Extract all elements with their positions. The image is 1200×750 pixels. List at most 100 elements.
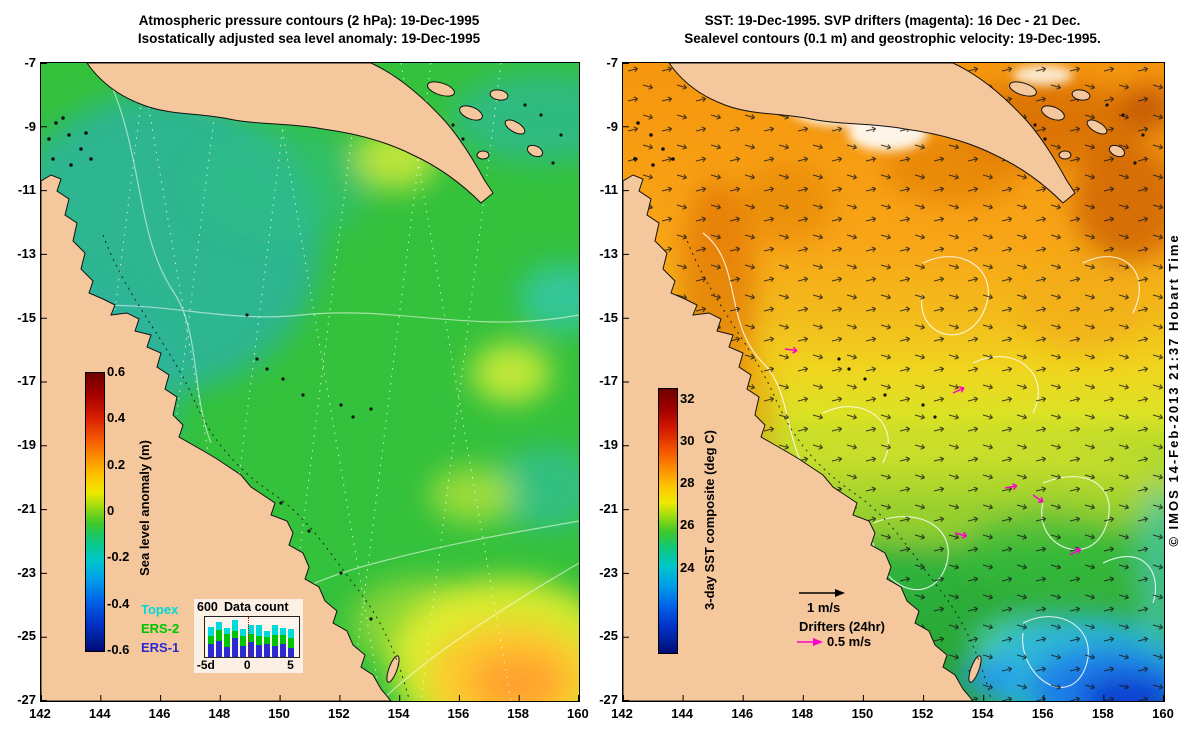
y-tick-label: -17	[17, 373, 36, 389]
inset-zero-line	[248, 617, 250, 657]
x-tick-label: 142	[611, 706, 633, 721]
drifters-legend-title: Drifters (24hr)	[799, 619, 885, 634]
data-count-inset: 600 Data count -5d 0 5	[194, 599, 303, 673]
x-tick-label: 146	[731, 706, 754, 721]
axis-ticks	[41, 63, 579, 701]
left-y-axis-labels: -7 -9 -11 -13 -15 -17 -19 -21 -23 -25 -27	[2, 55, 36, 707]
x-tick-label: 158	[1092, 706, 1114, 721]
y-tick-label: -15	[17, 309, 36, 325]
drifter-tracks	[784, 346, 1082, 556]
x-tick-label: 154	[387, 706, 410, 721]
right-y-axis-labels: -7 -9 -11 -13 -15 -17 -19 -21 -23 -25 -27	[584, 55, 618, 707]
copyright-text: © IMOS 14-Feb-2013 21:37 Hobart Time	[1166, 233, 1181, 547]
sea-level-anomaly-map	[41, 63, 579, 701]
y-tick-label: -25	[599, 628, 618, 644]
x-tick-label: 156	[1031, 706, 1054, 721]
colorbar-tick-label: -0.6	[107, 641, 130, 657]
y-tick-label: -13	[599, 246, 618, 262]
x-tick-label: 148	[791, 706, 814, 721]
left-title-line1: Atmospheric pressure contours (2 hPa): 1…	[138, 13, 480, 28]
y-tick-label: -9	[24, 118, 36, 134]
y-tick-label: -11	[17, 182, 36, 198]
satellite-legend-item: ERS-2	[141, 621, 180, 636]
right-map-panel: 1 m/s Drifters (24hr) 0.5 m/s	[622, 62, 1165, 702]
sla-colorbar-ticks: 0.6 0.4 0.2 0 -0.2 -0.4 -0.6	[107, 364, 141, 658]
colorbar-tick-label: 0.6	[107, 364, 126, 379]
colorbar-tick-label: 0.2	[107, 456, 126, 472]
satellite-legend-item: Topex	[141, 602, 179, 617]
colorbar-tick-label: -0.4	[107, 595, 130, 611]
inset-x-tick: 5	[287, 658, 294, 672]
x-tick-label: 150	[851, 706, 874, 721]
sst-colorbar-label: 3-day SST composite (deg C)	[702, 430, 717, 610]
inset-title: Data count	[224, 600, 289, 614]
y-tick-label: -7	[606, 55, 618, 70]
velocity-scale-label: 1 m/s	[807, 600, 841, 615]
y-tick-label: -23	[17, 564, 36, 580]
sla-colorbar	[85, 372, 105, 652]
y-tick-label: -27	[17, 691, 36, 707]
left-panel-title: Atmospheric pressure contours (2 hPa): 1…	[40, 12, 578, 48]
right-x-axis-labels: 142 144 146 148 150 152 154 156 158 160	[604, 706, 1181, 721]
x-tick-label: 152	[327, 706, 350, 721]
island-specks	[633, 103, 1145, 419]
left-map-panel: Topex ERS-2 ERS-1 600 Data count -5d 0 5	[40, 62, 580, 702]
right-title-line2: Sealevel contours (0.1 m) and geostrophi…	[684, 31, 1101, 46]
satellite-legend: Topex ERS-2 ERS-1	[141, 600, 179, 657]
y-tick-label: -23	[599, 564, 618, 580]
x-tick-label: 152	[911, 706, 934, 721]
y-tick-label: -9	[606, 118, 618, 134]
left-x-axis-labels: 142 144 146 148 150 152 154 156 158 160	[22, 706, 596, 721]
x-tick-label: 148	[208, 706, 231, 721]
colorbar-tick-label: 28	[680, 475, 695, 490]
sla-colorbar-label: Sea level anomaly (m)	[137, 440, 152, 576]
x-tick-label: 144	[671, 706, 693, 721]
inset-x-tick: 0	[243, 658, 251, 672]
land-mass	[41, 63, 544, 701]
drifter-scale-arrow	[797, 638, 823, 646]
land-mass	[623, 63, 1126, 701]
y-tick-label: -7	[24, 55, 36, 70]
satellite-legend-item: ERS-1	[141, 640, 180, 655]
y-tick-label: -19	[17, 437, 36, 453]
inset-bars	[208, 617, 294, 657]
sst-colorbar	[658, 388, 678, 654]
x-tick-label: 154	[971, 706, 994, 721]
velocity-scale-arrow	[799, 589, 845, 597]
island-specks	[47, 103, 563, 621]
y-tick-label: -21	[17, 500, 36, 516]
y-tick-label: -13	[17, 246, 36, 262]
y-tick-label: -25	[17, 628, 36, 644]
colorbar-tick-label: 0.4	[107, 410, 126, 426]
inset-x-tick: -5d	[196, 658, 215, 672]
x-tick-label: 144	[88, 706, 111, 721]
data-count-chart	[204, 616, 300, 658]
right-title-line1: SST: 19-Dec-1995. SVP drifters (magenta)…	[704, 13, 1081, 28]
y-tick-label: -27	[599, 691, 618, 707]
colorbar-tick-label: 30	[680, 433, 695, 448]
x-tick-label: 158	[507, 706, 529, 721]
drifter-scale-label: 0.5 m/s	[827, 634, 872, 649]
altimeter-tracks	[65, 63, 512, 701]
inset-x-axis: -5d 0 5	[197, 658, 298, 672]
sst-colorbar-ticks: 32 30 28 26 24	[680, 388, 706, 652]
right-panel-title: SST: 19-Dec-1995. SVP drifters (magenta)…	[622, 12, 1163, 48]
colorbar-tick-label: 0	[107, 502, 115, 518]
y-tick-label: -11	[599, 182, 618, 198]
y-tick-label: -15	[599, 309, 618, 325]
colorbar-tick-label: 24	[680, 560, 695, 575]
colorbar-tick-label: 26	[680, 517, 695, 532]
x-tick-label: 150	[268, 706, 290, 721]
x-tick-label: 156	[447, 706, 470, 721]
left-title-line2: Isostatically adjusted sea level anomaly…	[137, 31, 481, 46]
x-tick-label: 146	[148, 706, 171, 721]
y-tick-label: -17	[599, 373, 618, 389]
x-tick-label: 160	[1152, 706, 1174, 721]
y-tick-label: -21	[599, 500, 618, 516]
x-tick-label: 160	[567, 706, 589, 721]
colorbar-tick-label: 32	[680, 391, 695, 406]
x-tick-label: 142	[29, 706, 51, 721]
axis-ticks	[623, 63, 1164, 701]
colorbar-tick-label: -0.2	[107, 549, 130, 565]
